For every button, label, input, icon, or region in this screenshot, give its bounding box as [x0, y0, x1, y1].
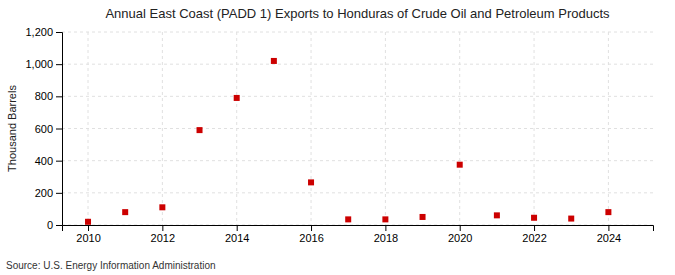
point: [234, 95, 240, 101]
y-tick-label: 1,200: [25, 26, 53, 38]
x-tick-label: 2010: [76, 232, 100, 244]
y-tick-mark: [56, 64, 62, 65]
y-tick: 400: [35, 155, 62, 167]
source: Source: U.S. Energy Information Administ…: [6, 260, 216, 271]
x-axis-line: [63, 226, 654, 232]
x-grid-line: [608, 32, 609, 225]
x-tick: 2010: [76, 225, 100, 244]
point: [605, 209, 611, 215]
x-tick: 2012: [151, 225, 175, 244]
x-grid-line: [534, 32, 535, 225]
point: [308, 179, 314, 185]
x-tick-label: 2016: [299, 232, 323, 244]
x-tick-mark: [608, 225, 609, 231]
x-tick-mark: [88, 225, 89, 231]
x-tick-mark: [162, 225, 163, 231]
x-grid-line: [311, 32, 312, 225]
point: [531, 215, 537, 221]
y-tick: 0: [47, 219, 62, 231]
y-tick-mark: [56, 32, 62, 33]
y-tick-mark: [56, 225, 62, 226]
y-tick-label: 1,000: [25, 58, 53, 70]
x-tick-mark: [460, 225, 461, 231]
x-grid-line: [236, 32, 237, 225]
x-grid-line: [162, 32, 163, 225]
y-grid-line: [62, 64, 653, 65]
y-tick-mark: [56, 129, 62, 130]
points: [85, 58, 611, 225]
x-tick: 2024: [597, 225, 621, 244]
y-tick: 1,200: [25, 26, 62, 38]
y-tick-mark: [56, 193, 62, 194]
x-tick-label: 2022: [522, 232, 546, 244]
x-grid-line: [459, 32, 460, 225]
point: [197, 127, 203, 133]
grid: [62, 32, 653, 225]
y-tick-label: 400: [35, 155, 53, 167]
y-tick: 200: [35, 187, 62, 199]
x-tick: 2020: [448, 225, 472, 244]
y-tick: 1,000: [25, 58, 62, 70]
x-tick: 2014: [225, 225, 249, 244]
x-tick: 2018: [374, 225, 398, 244]
y-tick-mark: [56, 161, 62, 162]
y-tick: 600: [35, 123, 62, 135]
y-tick-label: 200: [35, 187, 53, 199]
point: [420, 214, 426, 220]
x-tick-mark: [311, 225, 312, 231]
y-tick-label: 0: [47, 219, 53, 231]
x-tick: 2016: [299, 225, 323, 244]
point: [122, 209, 128, 215]
x-grid-line: [385, 32, 386, 225]
y-grid-line: [62, 160, 653, 161]
x-tick-mark: [385, 225, 386, 231]
chart-svg: 2010 2012 2014 2016 2018 2020 2022 2024 0 200 400 6…: [0, 0, 675, 275]
title: Annual East Coast (PADD 1) Exports to Ho…: [105, 6, 610, 21]
x-tick-mark: [237, 225, 238, 231]
point: [271, 58, 277, 64]
x-tick-label: 2018: [374, 232, 398, 244]
plot-area: 2010 2012 2014 2016 2018 2020 2022 2024 0 200 400 6…: [25, 26, 653, 244]
y-grid-line: [62, 192, 653, 193]
y-axis: 0 200 400 600 800 1,000 1,200: [25, 26, 62, 231]
point: [457, 162, 463, 168]
x-tick: 2022: [522, 225, 546, 244]
point: [345, 216, 351, 222]
x-axis: 2010 2012 2014 2016 2018 2020 2022 2024: [63, 225, 654, 244]
x-tick-label: 2012: [151, 232, 175, 244]
point: [159, 204, 165, 210]
y-grid-line: [62, 32, 653, 33]
y-axis-title: Thousand Barrels: [6, 85, 18, 172]
x-tick-label: 2024: [597, 232, 621, 244]
y-tick-mark: [56, 96, 62, 97]
x-grid-line: [88, 32, 89, 225]
y-axis-line: [56, 33, 63, 226]
x-tick-label: 2020: [448, 232, 472, 244]
y-tick: 800: [35, 90, 62, 102]
point: [494, 212, 500, 218]
y-grid-line: [62, 128, 653, 129]
y-tick-label: 800: [35, 90, 53, 102]
x-tick-label: 2014: [225, 232, 249, 244]
y-tick-label: 600: [35, 123, 53, 135]
point: [85, 219, 91, 225]
point: [382, 216, 388, 222]
point: [568, 216, 574, 222]
x-tick-mark: [534, 225, 535, 231]
y-grid-line: [62, 96, 653, 97]
